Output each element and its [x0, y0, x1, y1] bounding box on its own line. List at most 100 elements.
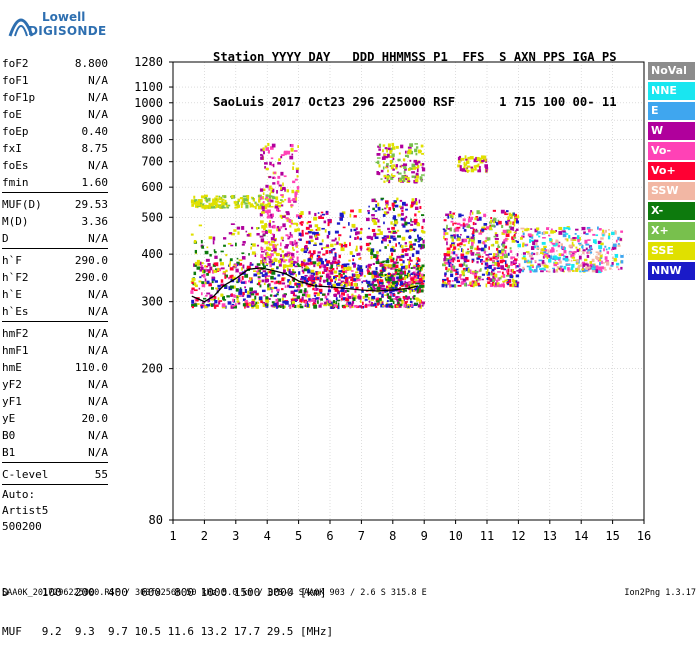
echo-point	[601, 232, 606, 236]
echo-point	[567, 227, 571, 231]
echo-point	[264, 241, 269, 245]
echo-point	[390, 293, 392, 298]
echo-point	[470, 210, 473, 213]
echo-point	[595, 251, 599, 254]
echo-point	[345, 267, 350, 271]
echo-point	[376, 297, 380, 300]
echo-point	[357, 274, 360, 279]
echo-point	[314, 235, 318, 238]
echo-point	[268, 226, 272, 228]
echo-point	[387, 143, 391, 148]
echo-point	[589, 251, 593, 254]
echo-point	[490, 272, 493, 276]
echo-point	[318, 288, 323, 293]
echo-point	[422, 284, 425, 288]
echo-point	[484, 159, 487, 162]
echo-point	[380, 261, 385, 264]
echo-point	[550, 230, 554, 234]
echo-point	[606, 261, 610, 266]
params-group-critical-frequencies: foF2 8.800 foF1 N/A foF1p N/A foE N/A foEp 0.40 fx…	[2, 55, 108, 191]
param-value: N/A	[88, 232, 108, 245]
echo-point	[404, 253, 409, 257]
echo-point	[391, 146, 396, 150]
echo-point	[326, 282, 331, 286]
echo-point	[307, 303, 309, 308]
echo-point	[475, 277, 479, 282]
echo-point	[460, 242, 463, 246]
param-value: N/A	[88, 344, 108, 357]
echo-point	[307, 220, 312, 224]
echo-point	[201, 302, 205, 305]
echo-point	[319, 284, 323, 288]
echo-point	[290, 222, 294, 225]
echo-point	[417, 286, 421, 290]
echo-point	[345, 302, 350, 306]
echo-point	[372, 219, 376, 223]
echo-point	[471, 272, 474, 275]
echo-point	[564, 258, 569, 262]
echo-point	[351, 262, 356, 265]
echo-point	[204, 305, 207, 309]
echo-point	[463, 244, 466, 247]
echo-point	[413, 273, 416, 276]
echo-point	[442, 278, 446, 282]
echo-point	[271, 164, 274, 167]
echo-point	[546, 254, 549, 257]
echo-point	[392, 232, 396, 235]
echo-point	[386, 293, 390, 297]
echo-point	[472, 283, 475, 288]
echo-point	[444, 238, 448, 241]
echo-point	[516, 270, 520, 272]
echo-point	[528, 266, 532, 271]
echo-point	[206, 246, 209, 249]
echo-point	[227, 301, 232, 305]
echo-point	[485, 169, 488, 173]
echo-point	[246, 265, 251, 270]
echo-point	[392, 287, 395, 290]
echo-point	[204, 194, 208, 198]
echo-point	[399, 205, 402, 208]
echo-point	[386, 281, 391, 284]
echo-point	[585, 266, 589, 270]
echo-point	[379, 249, 382, 252]
echo-point	[267, 253, 271, 256]
echo-point	[335, 300, 338, 305]
echo-point	[369, 265, 371, 269]
echo-point	[297, 145, 299, 148]
echo-point	[510, 263, 513, 266]
echo-point	[464, 283, 467, 287]
echo-point	[274, 205, 279, 209]
echo-point	[357, 267, 361, 271]
echo-point	[256, 283, 259, 286]
echo-point	[313, 244, 317, 246]
echo-point	[196, 206, 199, 209]
echo-point	[338, 243, 342, 246]
echo-point	[481, 263, 484, 265]
echo-point	[473, 283, 478, 287]
echo-point	[596, 256, 600, 261]
echo-point	[511, 236, 514, 240]
echo-point	[505, 222, 508, 225]
echo-point	[418, 299, 422, 303]
echo-point	[609, 267, 612, 270]
echo-point	[387, 303, 391, 308]
echo-point	[529, 264, 534, 267]
echo-point	[391, 277, 396, 281]
echo-point	[477, 169, 482, 173]
echo-point	[407, 155, 410, 158]
echo-point	[345, 289, 349, 292]
echo-point	[211, 277, 216, 281]
echo-point	[292, 246, 294, 250]
echo-point	[456, 234, 459, 237]
echo-point	[272, 182, 276, 185]
echo-point	[519, 236, 523, 240]
echo-point	[504, 211, 507, 214]
echo-point	[246, 233, 250, 237]
echo-point	[271, 268, 275, 272]
echo-point	[218, 301, 221, 305]
echo-point	[288, 219, 292, 223]
echo-point	[259, 235, 264, 238]
echo-point	[375, 204, 378, 208]
echo-point	[252, 206, 256, 208]
echo-point	[384, 294, 387, 296]
